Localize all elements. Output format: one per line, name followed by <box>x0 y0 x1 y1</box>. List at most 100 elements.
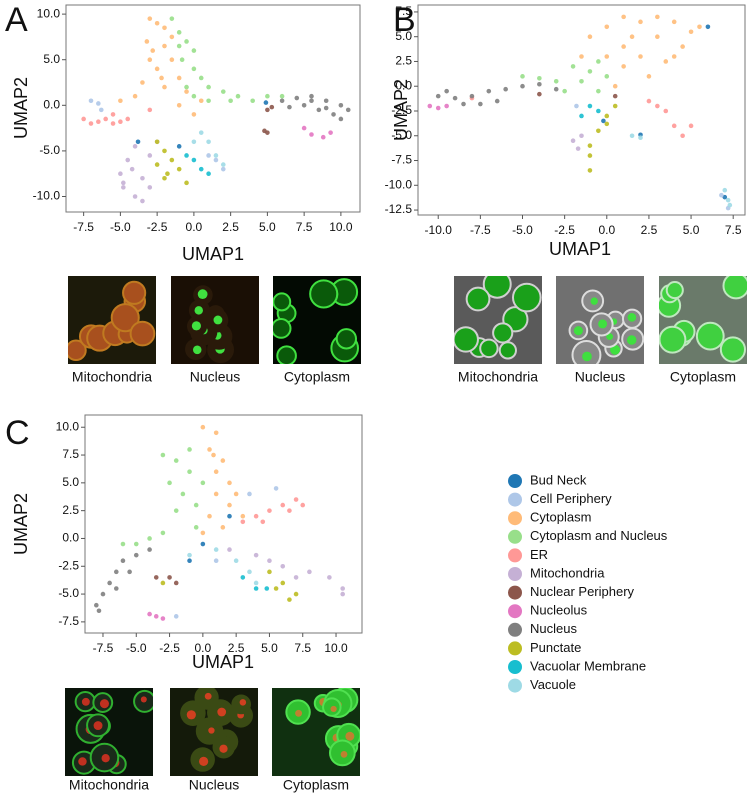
point <box>159 75 164 81</box>
point <box>162 84 167 90</box>
cell-dot <box>610 344 621 355</box>
image-caption: Nucleus <box>575 369 626 385</box>
cell <box>482 276 512 299</box>
y-tick-label: -2.5 <box>58 558 79 572</box>
y-tick-label: 7.5 <box>395 4 412 18</box>
panel-label: C <box>5 414 30 452</box>
point <box>154 66 160 72</box>
point <box>688 29 694 35</box>
point <box>125 116 131 122</box>
point <box>727 202 733 208</box>
point <box>206 171 211 177</box>
point <box>340 591 345 597</box>
point <box>200 530 206 536</box>
y-tick-label: -7.5 <box>58 614 79 628</box>
legend-swatch <box>508 492 522 507</box>
point <box>301 125 307 131</box>
point <box>486 88 492 94</box>
point <box>193 502 199 508</box>
image-caption: Nucleus <box>189 777 240 793</box>
cell-dot <box>204 692 212 700</box>
cell-dot <box>606 333 614 341</box>
cell-dot <box>573 326 583 336</box>
point <box>604 54 610 59</box>
point <box>264 586 270 591</box>
point <box>193 525 199 530</box>
point <box>287 104 292 110</box>
point <box>176 144 182 149</box>
point <box>273 586 279 591</box>
cell-dot <box>191 321 201 331</box>
micrograph <box>170 688 258 776</box>
point <box>176 30 182 35</box>
y-tick-label: -7.5 <box>391 153 412 167</box>
point <box>147 185 153 190</box>
y-axis-label: UMAP2 <box>391 79 411 141</box>
point <box>167 575 172 580</box>
point <box>94 602 99 608</box>
cell <box>465 286 491 312</box>
cell-dot <box>590 297 598 305</box>
point <box>320 134 326 140</box>
x-tick-label: 10.0 <box>329 220 353 234</box>
cell <box>110 303 140 333</box>
point <box>118 119 123 125</box>
x-tick-label: -7.5 <box>93 641 114 655</box>
point <box>587 153 593 158</box>
point <box>147 153 153 158</box>
panel-label: B <box>393 1 416 39</box>
cell-dot <box>219 744 228 753</box>
point <box>165 171 170 177</box>
point <box>147 16 153 21</box>
point <box>697 24 702 30</box>
cell <box>665 281 684 300</box>
cell <box>511 282 542 313</box>
point <box>154 20 160 26</box>
point <box>127 569 132 575</box>
point <box>220 458 226 463</box>
point <box>228 98 233 104</box>
y-axis-label: UMAP2 <box>11 493 31 555</box>
point <box>638 54 643 59</box>
point <box>520 83 525 89</box>
point <box>587 69 593 74</box>
point <box>113 569 119 575</box>
legend-label: Mitochondria <box>530 565 605 580</box>
point <box>162 43 167 49</box>
point <box>267 508 272 513</box>
cell-dot <box>140 696 147 703</box>
legend-swatch <box>508 474 522 488</box>
point <box>444 103 449 109</box>
point <box>132 194 138 199</box>
point <box>629 133 635 139</box>
point <box>461 101 466 107</box>
point <box>88 98 94 104</box>
cell-dot <box>626 335 637 345</box>
cell <box>454 326 479 353</box>
point <box>250 98 255 104</box>
point <box>240 513 246 519</box>
point <box>227 547 232 552</box>
point <box>267 558 272 564</box>
y-tick-label: 10.0 <box>37 6 61 20</box>
point <box>494 98 500 104</box>
point <box>293 591 299 597</box>
point <box>435 105 441 111</box>
cell <box>335 328 358 350</box>
point <box>612 83 618 89</box>
point <box>198 166 204 172</box>
point <box>206 139 211 145</box>
point <box>169 16 175 21</box>
x-tick-label: -5.0 <box>126 641 147 655</box>
point <box>191 66 197 72</box>
point <box>81 116 86 122</box>
point <box>160 530 166 536</box>
point <box>601 118 606 124</box>
cell <box>719 336 746 363</box>
point <box>265 107 270 113</box>
micrograph <box>65 688 153 776</box>
point <box>118 98 123 104</box>
cell-dot <box>295 709 303 717</box>
point <box>198 75 204 81</box>
micrograph <box>556 276 644 364</box>
